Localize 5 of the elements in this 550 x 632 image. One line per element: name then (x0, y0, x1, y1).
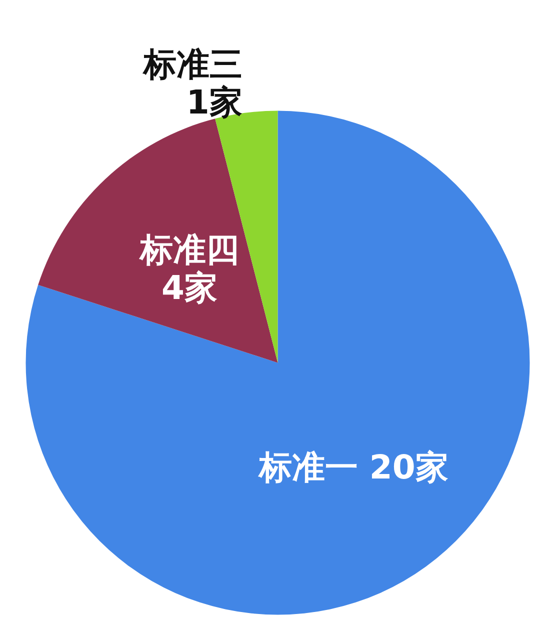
slice-label: 标准四 (138, 230, 239, 270)
slice-label: 标准三 (141, 44, 242, 84)
slice-label: 标准一 20家 (256, 448, 448, 487)
data-label: 4家 (161, 268, 218, 308)
data-label: 1家 (186, 82, 242, 122)
